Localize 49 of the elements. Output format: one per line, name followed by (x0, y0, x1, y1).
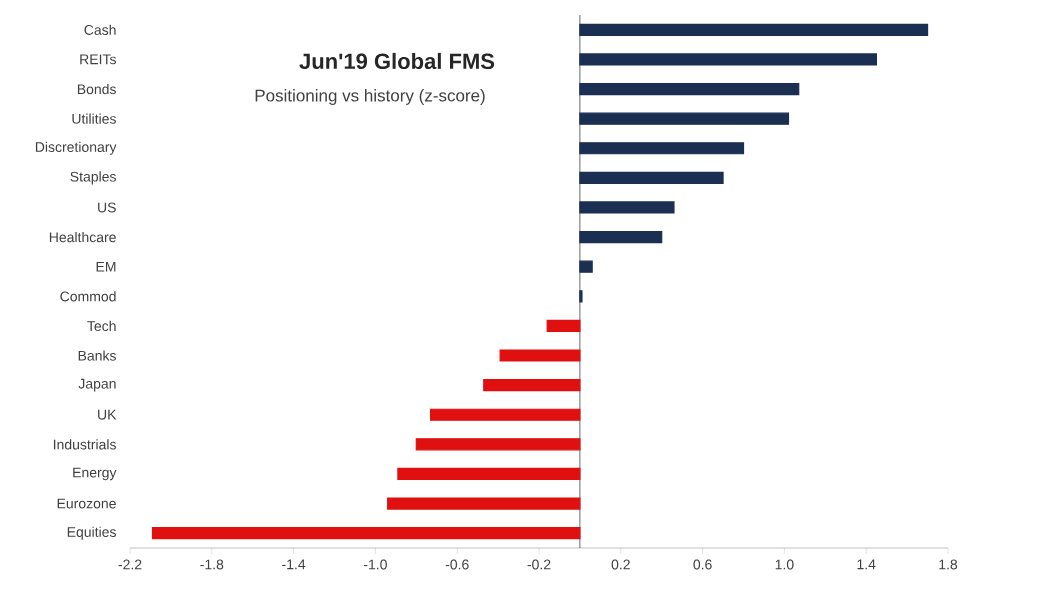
y-tick-label: Equities (67, 526, 116, 540)
y-tick-label: Healthcare (49, 231, 116, 243)
y-tick-label: US (98, 202, 116, 213)
y-tick-label: Cash (84, 24, 116, 35)
bar (579, 82, 800, 96)
bar (499, 349, 581, 362)
y-tick-label: Tech (87, 320, 116, 332)
x-tick-label: 1.8 (939, 559, 958, 570)
bar (579, 260, 593, 273)
y-tick-label: Industrials (53, 439, 116, 450)
bar (579, 53, 878, 66)
bar (151, 527, 581, 540)
bar (579, 23, 929, 36)
x-tick-label: 0.2 (611, 559, 630, 570)
bar (387, 497, 581, 510)
bar (579, 290, 583, 303)
y-tick-label: EM (96, 261, 116, 272)
y-tick-label: Staples (70, 171, 116, 185)
bar (483, 379, 581, 392)
x-tick-label: 1.0 (775, 559, 794, 570)
y-tick-label: Utilities (72, 113, 116, 124)
bar (579, 142, 745, 155)
bar (397, 467, 581, 481)
x-tick-label: -0.2 (527, 559, 551, 570)
y-tick-label: Eurozone (57, 498, 116, 509)
x-tick-label: -1.0 (363, 559, 387, 570)
bar (415, 438, 581, 451)
x-tick-label: -1.8 (200, 559, 224, 570)
x-tick-label: -0.6 (445, 559, 469, 570)
y-tick-label: Banks (78, 350, 116, 361)
y-tick-label: Commod (60, 291, 116, 302)
bar (579, 171, 724, 184)
text: Jun'19 Global FMS (299, 52, 495, 70)
x-tick-label: 1.4 (857, 559, 876, 570)
x-tick-label: -2.2 (118, 559, 142, 570)
bar (579, 230, 663, 244)
x-tick-label: 0.6 (693, 559, 712, 570)
y-tick-label: REITs (80, 54, 116, 65)
y-tick-label: Bonds (77, 83, 116, 95)
bar (579, 112, 790, 125)
x-tick-label: -1.4 (282, 559, 306, 570)
y-tick-label: Japan (78, 378, 116, 392)
bar (579, 201, 675, 214)
text: Positioning vs history (z-score) (255, 89, 485, 105)
bar (546, 319, 581, 333)
y-tick-label: Energy (73, 467, 117, 481)
y-tick-label: Discretionary (35, 141, 117, 155)
y-tick-label: UK (98, 409, 117, 420)
bar (430, 408, 581, 421)
